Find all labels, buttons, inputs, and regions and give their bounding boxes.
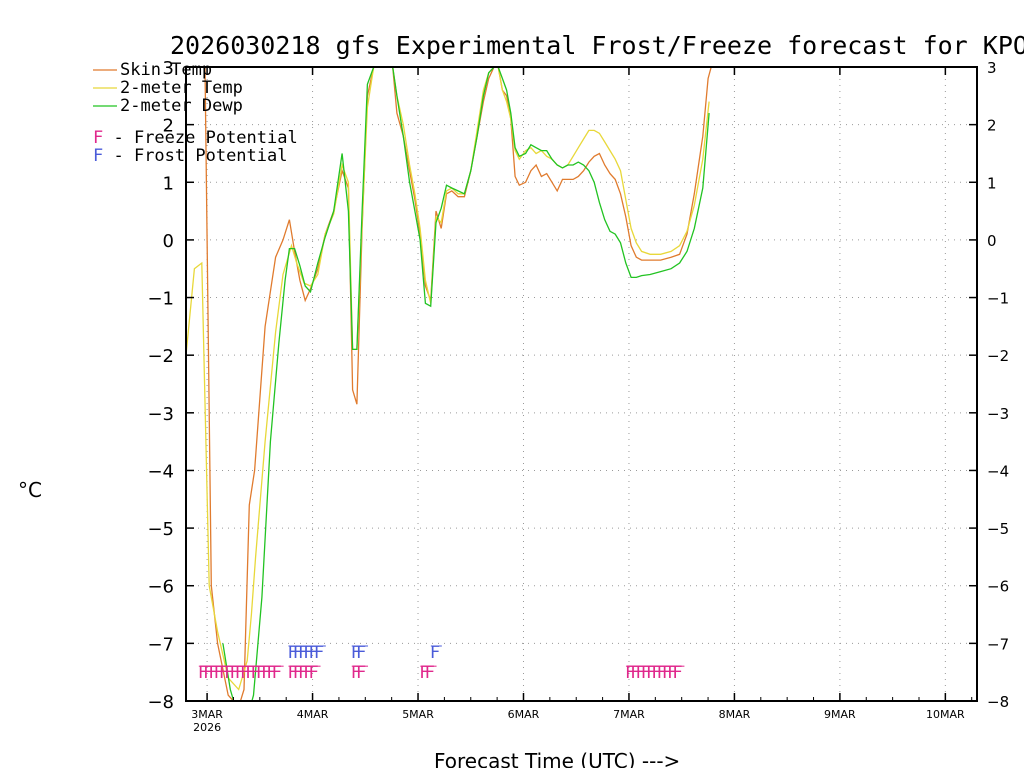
freeze-flag: F: [667, 663, 677, 683]
plot-frame: [185, 66, 978, 702]
x-tick-label: 5MAR: [402, 708, 434, 721]
legend-label: 2-meter Temp: [120, 78, 243, 98]
freeze-flag: F: [636, 663, 646, 683]
freeze-flag: F: [272, 663, 282, 683]
y-tick-label-right: 3: [987, 59, 997, 77]
y-tick-label: −3: [147, 404, 174, 425]
flag-legend-entry: F - Frost Potential: [93, 146, 287, 166]
freeze-flag: F: [298, 663, 308, 683]
y-axis-ticks: −8 −8 −7 −7 −6 −6 −5 −5 −4 −4 −3 −3 −2 −2 −1 −1 0 0 1 1 2 2 3 3: [147, 58, 1009, 713]
freeze-flag: F: [287, 663, 297, 683]
freeze-flag: F: [641, 663, 651, 683]
y-tick-label-right: −7: [987, 635, 1009, 653]
x-tick-label: 10MAR: [926, 708, 965, 721]
x-tick-label: 3MAR: [191, 708, 223, 721]
y-tick-label: −5: [147, 519, 174, 540]
frost-flag: F: [351, 643, 361, 663]
freeze-flag: F: [266, 663, 276, 683]
frost-flag: F: [287, 643, 297, 663]
freeze-flag: F: [251, 663, 261, 683]
y-tick-label-right: −3: [987, 405, 1009, 423]
freeze-flag: F: [214, 663, 224, 683]
x-tick-label: 7MAR: [613, 708, 645, 721]
freeze-flag: F: [425, 663, 435, 683]
y-tick-label-right: 1: [987, 174, 997, 192]
freeze-flag: F: [229, 663, 239, 683]
freeze-flag: F: [657, 663, 667, 683]
y-tick-label: −4: [147, 461, 174, 482]
frost-flag: F: [298, 643, 308, 663]
freeze-flag: F: [245, 663, 255, 683]
y-tick-label: 0: [163, 231, 174, 252]
y-axis-label: °C: [18, 478, 42, 502]
freeze-flag: F: [224, 663, 234, 683]
frost-flag: F: [430, 643, 440, 663]
freeze-flag: F: [293, 663, 303, 683]
series-line-2-meter-temp: [186, 67, 710, 691]
freeze-flag: F: [240, 663, 250, 683]
y-tick-label: −8: [147, 692, 174, 713]
y-tick-label: −6: [147, 577, 174, 598]
freeze-flag: F: [208, 663, 218, 683]
x-tick-sublabel: 2026: [193, 721, 221, 734]
freeze-flag: F: [351, 663, 361, 683]
frost-flag: F: [356, 643, 366, 663]
freeze-flag: F: [662, 663, 672, 683]
y-tick-label-right: −1: [987, 290, 1009, 308]
x-tick-label: 8MAR: [719, 708, 751, 721]
freeze-flag: F: [261, 663, 271, 683]
y-tick-label-right: 2: [987, 117, 997, 135]
freeze-flag: F: [198, 663, 208, 683]
frost-flag: F: [314, 643, 324, 663]
y-tick-label-right: −4: [987, 462, 1009, 480]
y-tick-label: 3: [163, 58, 174, 79]
legend-label: 2-meter Dewp: [120, 96, 243, 116]
frost-flag: F: [303, 643, 313, 663]
legend-label: Skin Temp: [120, 60, 212, 80]
freeze-flag: F: [256, 663, 266, 683]
freeze-flag: F: [419, 663, 429, 683]
y-tick-label-right: −6: [987, 578, 1009, 596]
x-tick-label: 9MAR: [824, 708, 856, 721]
freeze-flag: F: [672, 663, 682, 683]
x-axis-label: Forecast Time (UTC) --->: [434, 749, 680, 768]
y-tick-label-right: −2: [987, 347, 1009, 365]
frost-flag: F: [309, 643, 319, 663]
series-line-2-meter-dewp: [222, 67, 710, 701]
chart-title: 2026030218 gfs Experimental Frost/Freeze…: [170, 31, 1024, 60]
grid-lines: [186, 67, 977, 701]
freeze-flag: F: [219, 663, 229, 683]
freeze-flag: F: [646, 663, 656, 683]
freeze-flag: F: [309, 663, 319, 683]
x-tick-label: 4MAR: [297, 708, 329, 721]
x-tick-label: 6MAR: [508, 708, 540, 721]
y-tick-label: −1: [147, 289, 174, 310]
y-tick-label: 1: [163, 173, 174, 194]
freeze-flag: F: [651, 663, 661, 683]
flag-legend-entry: F - Freeze Potential: [93, 128, 298, 148]
y-tick-label-right: −5: [987, 520, 1009, 538]
freeze-flag: F: [630, 663, 640, 683]
freeze-flag: F: [235, 663, 245, 683]
y-tick-label-right: 0: [987, 232, 997, 250]
y-tick-label: −2: [147, 346, 174, 367]
freeze-flag: F: [356, 663, 366, 683]
freeze-flag: F: [203, 663, 213, 683]
series-lines: [186, 67, 712, 701]
freeze-flag: F: [303, 663, 313, 683]
frost-flag: F: [293, 643, 303, 663]
y-tick-label: 2: [163, 116, 174, 137]
y-tick-label: −7: [147, 634, 174, 655]
y-tick-label-right: −8: [987, 693, 1009, 711]
freeze-flag: F: [625, 663, 635, 683]
